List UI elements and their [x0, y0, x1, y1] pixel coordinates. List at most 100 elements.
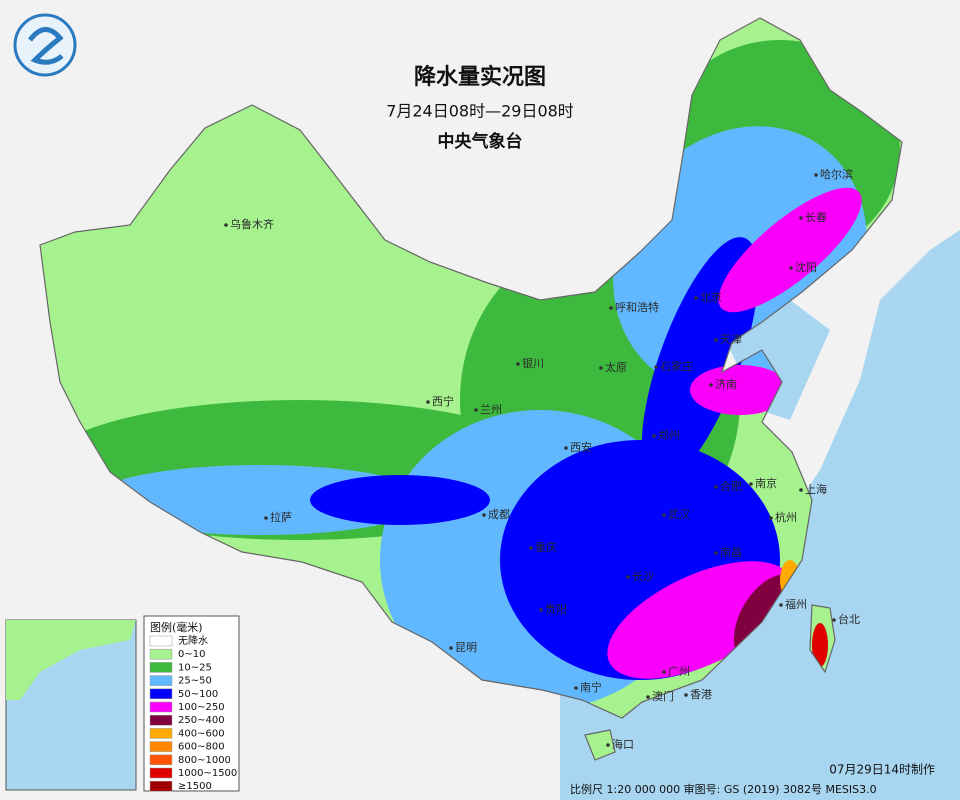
city-dot — [574, 686, 578, 690]
city-dot — [714, 338, 718, 342]
city-label: 广州 — [668, 665, 690, 678]
city-label: 重庆 — [535, 540, 557, 554]
legend-label: 1000~1500 — [178, 768, 237, 779]
city-dot — [749, 482, 753, 486]
city-label: 贵阳 — [545, 603, 567, 616]
city-dot — [606, 743, 610, 747]
made-time: 07月29日14时制作 — [829, 763, 935, 777]
city-dot — [684, 693, 688, 697]
subtitle: 7月24日08时—29日08时 — [386, 102, 574, 121]
city-label: 沈阳 — [795, 260, 817, 274]
logo — [13, 13, 77, 77]
scale-note: 比例尺 1:20 000 000 审图号: GS (2019) 3082号 ME… — [570, 782, 877, 796]
city-label: 拉萨 — [270, 510, 292, 524]
city-label: 杭州 — [775, 510, 797, 524]
city-label: 北京 — [700, 290, 722, 304]
city-label: 兰州 — [480, 403, 502, 416]
city-label: 香港 — [690, 688, 712, 701]
city-label: 南京 — [755, 476, 777, 490]
legend-swatch — [149, 780, 173, 792]
city-dot — [769, 516, 773, 520]
city-label: 西安 — [570, 440, 592, 454]
city-label: 合肥 — [720, 479, 742, 493]
legend-label: 100~250 — [178, 702, 225, 713]
city-dot — [799, 488, 803, 492]
legend-label: 800~1000 — [178, 755, 231, 766]
city-dot — [516, 362, 520, 366]
legend-label: 0~10 — [178, 649, 205, 660]
city-dot — [799, 216, 803, 220]
legend-swatch — [149, 754, 173, 766]
city-label: 武汉 — [668, 508, 690, 521]
city-dot — [662, 670, 666, 674]
city-label: 郑州 — [658, 428, 680, 442]
city-label: 澳门 — [652, 689, 674, 703]
city-label: 南昌 — [720, 546, 742, 559]
issuer: 中央气象台 — [438, 131, 523, 152]
city-label: 银川 — [522, 356, 544, 370]
city-dot — [426, 400, 430, 404]
city-dot — [832, 618, 836, 622]
city-dot — [599, 366, 603, 370]
city-dot — [654, 365, 658, 369]
city-label: 太原 — [605, 361, 627, 374]
city-label: 南宁 — [580, 680, 602, 694]
city-dot — [646, 695, 650, 699]
city-dot — [652, 434, 656, 438]
city-label: 哈尔滨 — [820, 167, 853, 181]
city-dot — [264, 516, 268, 520]
city-label: 乌鲁木齐 — [230, 217, 274, 231]
city-label: 石家庄 — [660, 359, 693, 373]
city-label: 长沙 — [632, 570, 654, 583]
city-dot — [694, 296, 698, 300]
legend-swatch — [149, 714, 173, 726]
legend-swatch — [149, 767, 173, 779]
legend-swatch — [149, 675, 173, 686]
city-label: 呼和浩特 — [615, 300, 659, 314]
city-dot — [714, 485, 718, 489]
legend-label: 600~800 — [178, 742, 225, 753]
city-label: 台北 — [838, 612, 860, 626]
legend-label: 250~400 — [178, 715, 225, 726]
legend-swatch — [149, 701, 173, 713]
city-label: 济南 — [715, 377, 737, 391]
city-label: 成都 — [488, 508, 510, 521]
city-dot — [482, 513, 486, 517]
city-label: 长春 — [805, 211, 827, 224]
legend-swatch — [149, 648, 173, 660]
title: 降水量实况图 — [414, 64, 546, 90]
city-label: 海口 — [612, 737, 634, 751]
city-dot — [662, 513, 666, 517]
legend-swatch — [149, 688, 173, 700]
city-label: 西宁 — [432, 394, 454, 408]
legend-items: 无降水 0~10 10~25 25~50 50~100 100~250 250~400 400… — [149, 634, 237, 792]
city-label: 昆明 — [455, 641, 477, 654]
city-dot — [779, 603, 783, 607]
inset-land — [6, 620, 136, 700]
city-dot — [449, 646, 453, 650]
legend-swatch — [149, 728, 173, 739]
city-label: 福州 — [785, 597, 807, 611]
city-dot — [224, 223, 228, 227]
city-dot — [539, 608, 543, 612]
city-dot — [714, 551, 718, 555]
city-dot — [529, 546, 533, 550]
city-dot — [814, 173, 818, 177]
legend-swatch — [149, 741, 173, 752]
city-dot — [709, 383, 713, 387]
legend-label: 10~25 — [178, 662, 212, 673]
city-dot — [789, 266, 793, 270]
legend-label: ≥1500 — [178, 781, 212, 792]
legend-label: 50~100 — [178, 689, 218, 700]
logo-mark — [28, 27, 64, 65]
legend-label: 400~600 — [178, 728, 225, 739]
legend-swatch — [149, 662, 173, 673]
city-label: 天津 — [720, 333, 742, 346]
legend-swatch — [149, 635, 173, 647]
legend-label: 25~50 — [178, 676, 212, 687]
city-label: 上海 — [805, 482, 827, 496]
city-dot — [626, 575, 630, 579]
legend-title: 图例(毫米) — [150, 620, 203, 634]
